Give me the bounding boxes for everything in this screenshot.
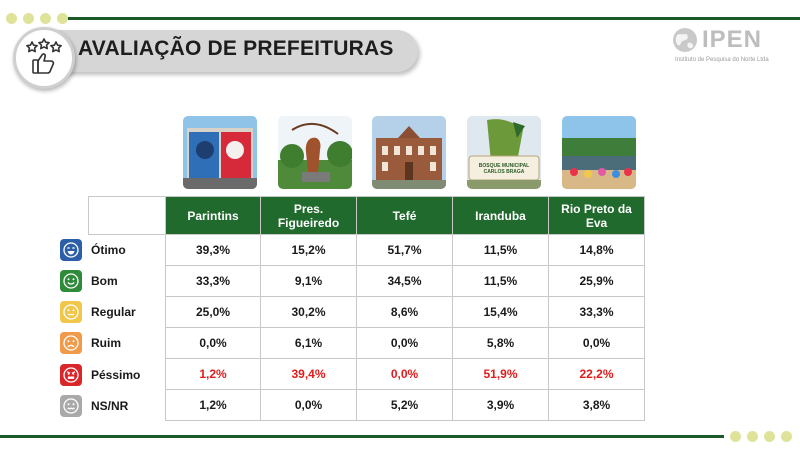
table-row: 33,3% 9,1% 34,5% 11,5% 25,9% <box>89 265 645 297</box>
photo-tefe <box>372 116 446 189</box>
row-label-text: Ruim <box>91 336 121 350</box>
table-row: 25,0% 30,2% 8,6% 15,4% 33,3% <box>89 296 645 328</box>
column-header: Pres. Figueiredo <box>260 196 357 235</box>
table-cell: 1,2% <box>165 358 261 390</box>
logo-name: IPEN <box>702 26 763 53</box>
column-header: Parintins <box>165 196 261 235</box>
column-header-label: Iranduba <box>475 208 526 223</box>
angry-face-icon <box>60 364 82 386</box>
table-cell: 22,2% <box>548 358 645 390</box>
decorative-dot <box>764 431 775 442</box>
title-badge <box>13 27 75 89</box>
table-cell: 51,7% <box>356 234 453 266</box>
title-banner <box>26 30 418 72</box>
row-label-otimo: Ótimo <box>60 238 126 262</box>
logo-subtitle: Instituto de Pesquisa do Norte Ltda <box>675 57 769 63</box>
presidente-figueiredo-photo-icon <box>278 116 352 189</box>
table-cell: 51,9% <box>452 358 549 390</box>
table-cell: 34,5% <box>356 265 453 297</box>
table-cell: 9,1% <box>260 265 357 297</box>
decorative-dot <box>747 431 758 442</box>
column-header: Tefé <box>356 196 453 235</box>
table-cell: 11,5% <box>452 234 549 266</box>
column-header-label: Tefé <box>392 208 417 223</box>
bottom-divider-line <box>0 435 724 438</box>
decorative-dot <box>40 13 51 24</box>
table-cell: 0,0% <box>548 327 645 359</box>
table-header-row: Parintins Pres. Figueiredo Tefé Iranduba… <box>88 196 645 235</box>
row-label-nsnr: NS/NR <box>60 394 128 418</box>
column-header-label: Pres. Figueiredo <box>277 201 340 230</box>
rio-preto-da-eva-photo-icon <box>562 116 636 189</box>
table-cell: 5,8% <box>452 327 549 359</box>
table-cell: 0,0% <box>356 358 453 390</box>
table-cell: 3,8% <box>548 389 645 421</box>
photo-presidente-figueiredo <box>278 116 352 189</box>
decorative-dot <box>23 13 34 24</box>
decorative-dot <box>6 13 17 24</box>
stars-thumbs-up-icon <box>26 38 62 74</box>
row-label-text: Regular <box>91 305 136 319</box>
table-cell: 8,6% <box>356 296 453 328</box>
table-cell: 14,8% <box>548 234 645 266</box>
table-cell: 11,5% <box>452 265 549 297</box>
happy-face-icon <box>60 270 82 292</box>
table-cell: 33,3% <box>165 265 261 297</box>
column-header: Rio Preto da Eva <box>548 196 645 235</box>
table-cell: 39,4% <box>260 358 357 390</box>
table-corner-cell <box>88 196 166 235</box>
decorative-dot <box>730 431 741 442</box>
evaluation-table: Parintins Pres. Figueiredo Tefé Iranduba… <box>88 196 645 421</box>
column-header: Iranduba <box>452 196 549 235</box>
ipen-logo: IPEN Instituto de Pesquisa do Norte Ltda <box>671 24 781 70</box>
table-cell: 1,2% <box>165 389 261 421</box>
table-row: 0,0% 6,1% 0,0% 5,8% 0,0% <box>89 327 645 359</box>
table-cell: 33,3% <box>548 296 645 328</box>
very-happy-face-icon <box>60 239 82 261</box>
table-cell: 0,0% <box>356 327 453 359</box>
table-cell: 0,0% <box>260 389 357 421</box>
parintins-photo-icon <box>183 116 257 189</box>
decorative-dot <box>57 13 68 24</box>
table-cell: 30,2% <box>260 296 357 328</box>
decorative-dot <box>781 431 792 442</box>
row-label-text: Ótimo <box>91 243 126 257</box>
unsure-face-icon <box>60 395 82 417</box>
top-decorative-dots <box>6 13 68 24</box>
row-label-regular: Regular <box>60 300 136 324</box>
table-cell: 3,9% <box>452 389 549 421</box>
row-label-text: NS/NR <box>91 399 129 413</box>
bottom-decorative-dots <box>730 431 792 442</box>
row-label-bom: Bom <box>60 269 118 293</box>
table-cell: 15,2% <box>260 234 357 266</box>
iranduba-photo-icon <box>467 116 541 189</box>
column-header-label: Rio Preto da Eva <box>561 201 632 230</box>
iranduba-sign-text: BOSQUE MUNICIPAL CARLOS BRAGA <box>478 163 530 175</box>
photo-parintins <box>183 116 257 189</box>
neutral-face-icon <box>60 301 82 323</box>
photo-rio-preto-da-eva <box>562 116 636 189</box>
sad-face-icon <box>60 332 82 354</box>
table-row: 39,3% 15,2% 51,7% 11,5% 14,8% <box>89 234 645 266</box>
table-cell: 25,0% <box>165 296 261 328</box>
tefe-photo-icon <box>372 116 446 189</box>
table-cell: 15,4% <box>452 296 549 328</box>
table-cell: 6,1% <box>260 327 357 359</box>
table-cell: 39,3% <box>165 234 261 266</box>
table-row: 1,2% 39,4% 0,0% 51,9% 22,2% <box>89 358 645 390</box>
row-label-ruim: Ruim <box>60 331 121 355</box>
table-cell: 25,9% <box>548 265 645 297</box>
row-label-text: Péssimo <box>91 368 141 382</box>
row-label-pessimo: Péssimo <box>60 363 140 387</box>
table-row: 1,2% 0,0% 5,2% 3,9% 3,8% <box>89 389 645 421</box>
globe-icon <box>673 28 697 52</box>
photo-iranduba: BOSQUE MUNICIPAL CARLOS BRAGA <box>467 116 541 189</box>
top-divider-line <box>68 17 800 20</box>
row-label-text: Bom <box>91 274 118 288</box>
table-cell: 0,0% <box>165 327 261 359</box>
column-header-label: Parintins <box>187 208 239 223</box>
page-title: AVALIAÇÃO DE PREFEITURAS <box>78 37 394 60</box>
table-cell: 5,2% <box>356 389 453 421</box>
